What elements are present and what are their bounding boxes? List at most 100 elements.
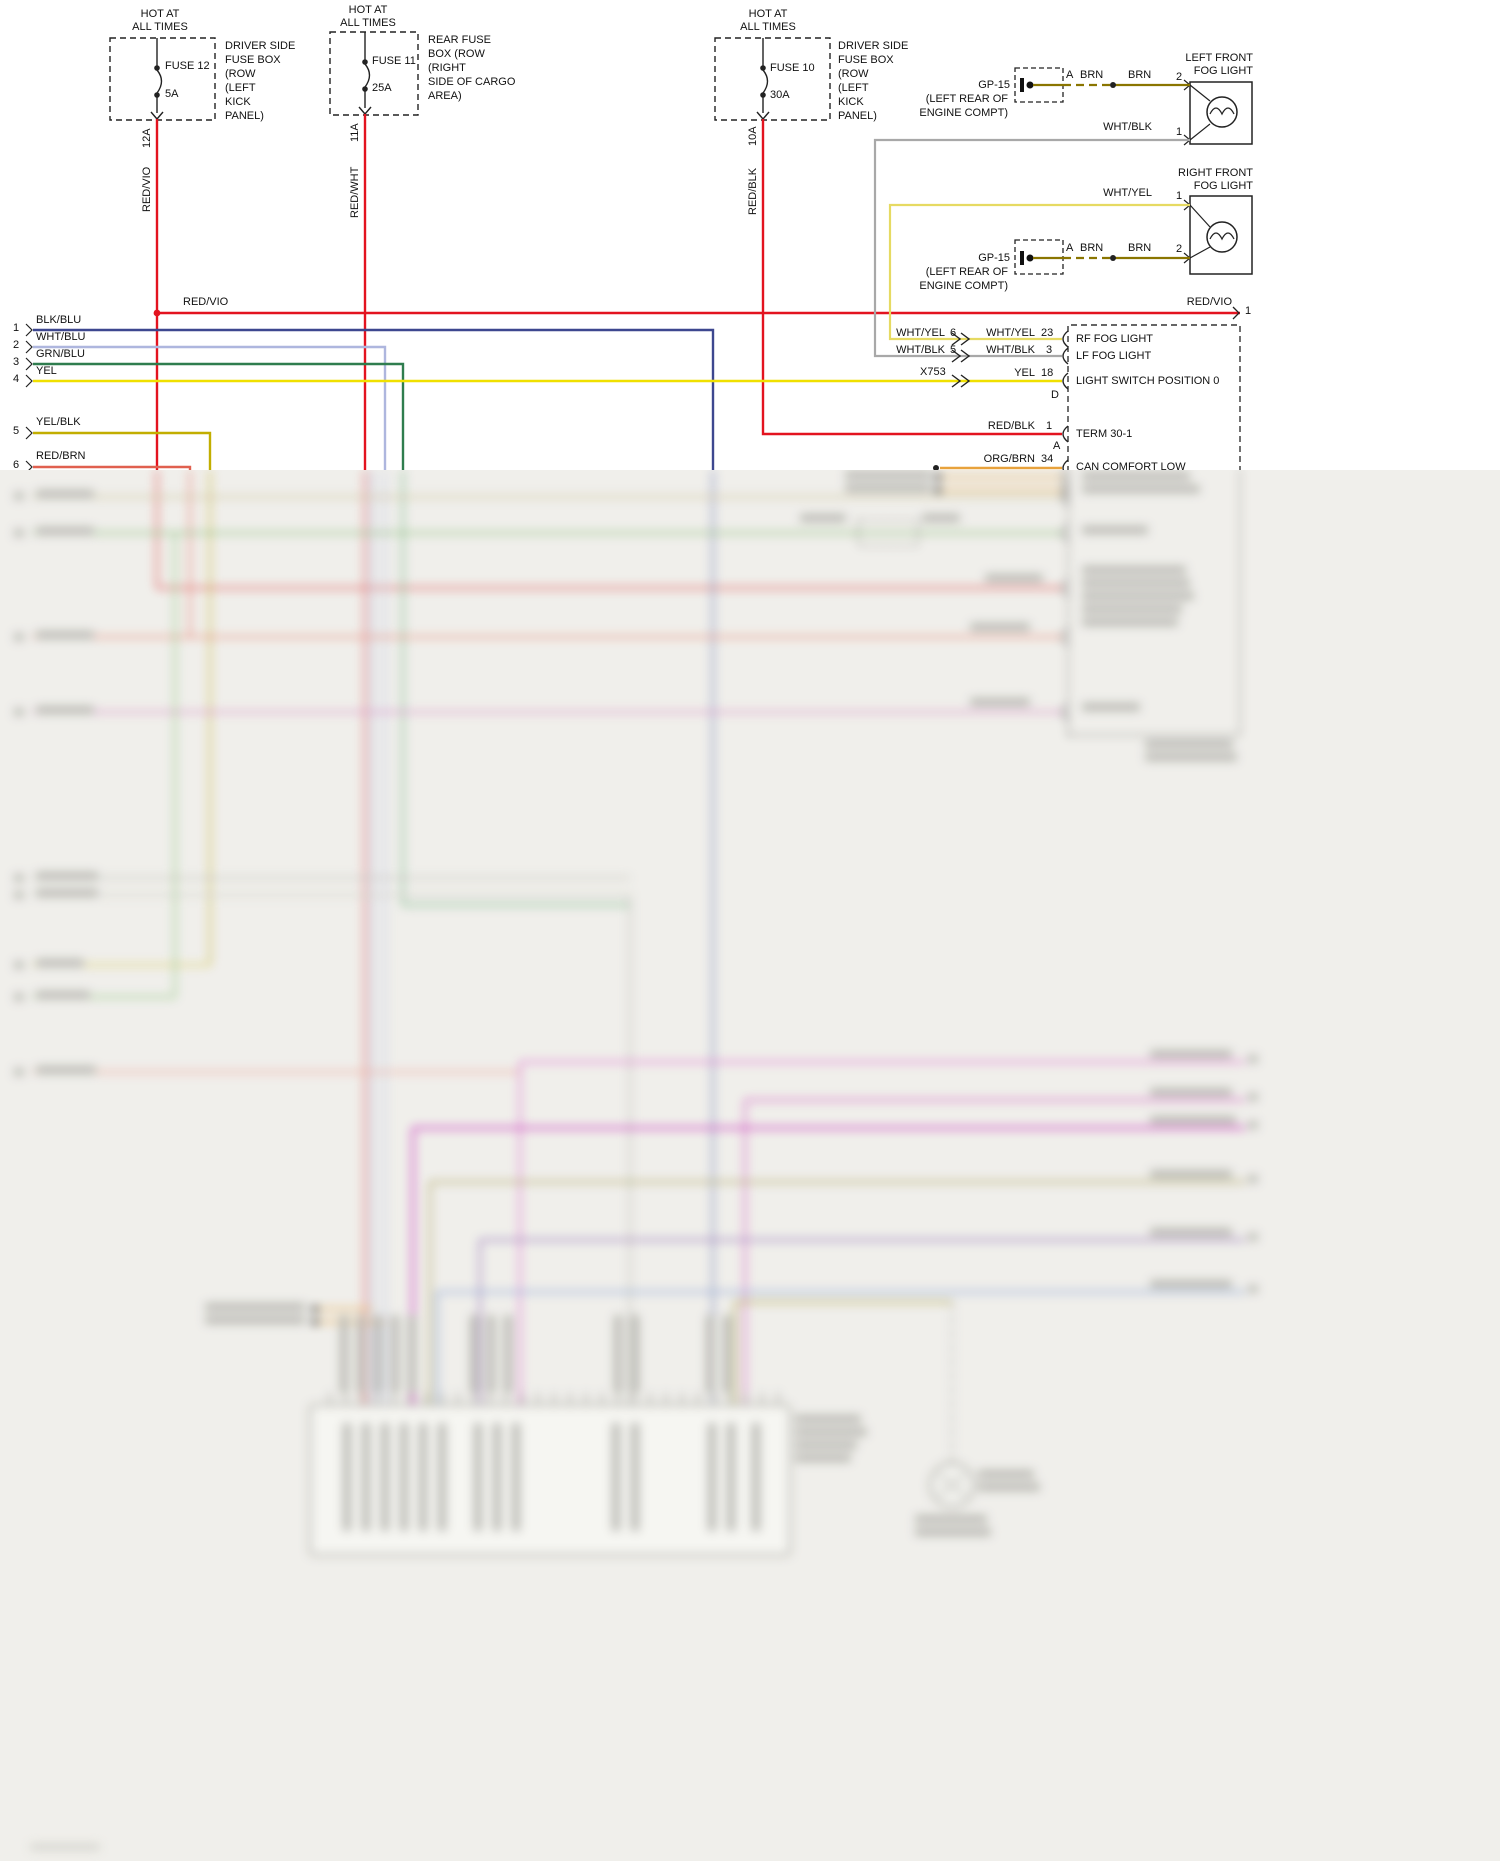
blurred-label-bar bbox=[1082, 485, 1200, 493]
blurred-vertical-label-bar bbox=[752, 1423, 760, 1531]
blurred-label-bar bbox=[845, 471, 931, 479]
fuse11-pin-label: 11A bbox=[349, 123, 361, 142]
blurred-label-bar bbox=[1248, 1233, 1258, 1241]
blurred-label-bar bbox=[970, 698, 1030, 706]
blurred-label-bar bbox=[1082, 566, 1186, 574]
blurred-label-bar bbox=[36, 706, 94, 714]
blurred-diagram-region bbox=[0, 470, 1500, 1861]
right-fog-title-1: RIGHT FRONT bbox=[1178, 167, 1253, 179]
fuse10-desc-line: KICK bbox=[838, 96, 864, 108]
blurred-label-bar bbox=[36, 490, 94, 498]
blurred-label-bar bbox=[795, 1441, 857, 1449]
row-wire-label: YEL/BLK bbox=[36, 416, 81, 428]
brn-splice-dot-upper bbox=[1110, 82, 1116, 88]
connector-section-a: A bbox=[1053, 440, 1061, 452]
row-wire-label: RED/BRN bbox=[36, 450, 86, 462]
row-wire-label: YEL bbox=[36, 365, 57, 377]
blurred-label-bar bbox=[845, 484, 931, 492]
blurred-label-bar bbox=[1082, 526, 1148, 534]
blurred-vertical-label-bar bbox=[612, 1423, 620, 1531]
gp15-lower-loc-2: ENGINE COMPT) bbox=[919, 280, 1008, 292]
pin-wire-label-right: YEL bbox=[1014, 367, 1035, 379]
fuse11-hot-label-2: ALL TIMES bbox=[340, 17, 396, 29]
left-wire-start-chevrons bbox=[25, 323, 33, 474]
blurred-label-bar bbox=[970, 623, 1030, 631]
fuse12-hot-label-1: HOT AT bbox=[140, 8, 180, 20]
blurred-label-bar bbox=[1082, 592, 1194, 600]
fuse12-desc-line: (ROW bbox=[225, 68, 256, 80]
right-front-fog-light-symbol bbox=[1183, 195, 1253, 275]
pin-wire-label-right: WHT/BLK bbox=[986, 344, 1035, 356]
module-connector-pin-arcs bbox=[1062, 330, 1069, 477]
redvio-junction-dot bbox=[153, 309, 161, 317]
blurred-content bbox=[0, 470, 1500, 1861]
pin-wire-label-right: WHT/YEL bbox=[986, 327, 1035, 339]
gp15-upper-pin-label: A bbox=[1066, 69, 1074, 81]
fuse11-desc-line: (RIGHT bbox=[428, 62, 466, 74]
fuse11-name: FUSE 11 bbox=[372, 55, 416, 67]
x753-inline-connector-chevrons bbox=[951, 332, 971, 388]
fuse-11-symbol bbox=[329, 31, 419, 116]
blurred-label-bar bbox=[36, 872, 98, 880]
blurred-vertical-label-bar bbox=[512, 1423, 520, 1531]
fuse-10-symbol bbox=[714, 37, 831, 121]
fuse10-desc-line: DRIVER SIDE bbox=[838, 40, 909, 52]
fuse10-desc-line: (ROW bbox=[838, 68, 869, 80]
blurred-label-bar bbox=[795, 1415, 861, 1423]
blurred-wires bbox=[33, 470, 1245, 1556]
fuse10-desc-line: (LEFT bbox=[838, 82, 869, 94]
row-number: 1 bbox=[13, 322, 20, 334]
blurred-label-bar bbox=[1082, 618, 1178, 626]
fuse11-desc-line: BOX (ROW bbox=[428, 48, 485, 60]
blurred-vertical-label-bar bbox=[438, 1423, 446, 1531]
fuse12-desc-line: KICK bbox=[225, 96, 251, 108]
gp15-upper-loc-1: (LEFT REAR OF bbox=[925, 93, 1008, 105]
fuse10-amps: 30A bbox=[770, 89, 790, 101]
blurred-label-bar bbox=[1150, 1050, 1232, 1058]
blurred-label-bar bbox=[36, 527, 94, 535]
blurred-vertical-label-bar bbox=[474, 1423, 482, 1531]
red-supply-wires bbox=[155, 114, 1240, 472]
redvio-bus-end-chevron bbox=[1232, 306, 1240, 320]
blurred-label-bar bbox=[1248, 1285, 1258, 1293]
blurred-label-bar bbox=[14, 708, 24, 716]
blurred-label-bar bbox=[922, 514, 960, 522]
blurred-vertical-label-bar bbox=[340, 1315, 348, 1393]
blurred-label-bar bbox=[978, 1470, 1034, 1478]
blurred-label-bar bbox=[14, 874, 24, 882]
pin-number-left: 6 bbox=[950, 327, 957, 339]
blurred-label-bar bbox=[36, 631, 94, 639]
pin-function-label: RF FOG LIGHT bbox=[1076, 333, 1153, 345]
gp15-lower-loc-1: (LEFT REAR OF bbox=[925, 266, 1008, 278]
blurred-label-bar bbox=[14, 529, 24, 537]
blurred-vertical-label-bar bbox=[504, 1315, 512, 1393]
fuse11-amps: 25A bbox=[372, 82, 392, 94]
blurred-vertical-label-bar bbox=[493, 1423, 501, 1531]
blurred-label-bar bbox=[795, 1454, 851, 1462]
fuse12-desc-line: FUSE BOX bbox=[225, 54, 281, 66]
blurred-label-bar bbox=[205, 1316, 305, 1324]
pin-number-left: 5 bbox=[950, 344, 957, 356]
blurred-vertical-label-bar bbox=[391, 1315, 399, 1393]
blurred-label-bar bbox=[1145, 753, 1237, 761]
row-number: 6 bbox=[13, 459, 20, 471]
blurred-label-bar bbox=[1150, 1088, 1232, 1096]
fuse11-desc-line: REAR FUSE bbox=[428, 34, 491, 46]
fuse11-desc-line: SIDE OF CARGO bbox=[428, 76, 516, 88]
watermark-bar bbox=[30, 1844, 100, 1850]
row-wire-label: GRN/BLU bbox=[36, 348, 85, 360]
blurred-vertical-label-bar bbox=[708, 1423, 716, 1531]
blurred-label-bar bbox=[1082, 703, 1140, 711]
fuse10-pin-label: 10A bbox=[747, 126, 759, 146]
gp15-upper-name: GP-15 bbox=[978, 79, 1010, 91]
right-fog-pin-bottom: 2 bbox=[1176, 243, 1183, 255]
fuse10-wire-label: RED/BLK bbox=[747, 167, 759, 215]
blurred-label-bar bbox=[800, 514, 846, 522]
pin-number-right: 18 bbox=[1041, 367, 1054, 379]
pin-number-right: 3 bbox=[1046, 344, 1053, 356]
fuse10-desc-line: PANEL) bbox=[838, 110, 877, 122]
fuse-12-symbol bbox=[109, 37, 216, 121]
blurred-label-bar bbox=[14, 891, 24, 899]
blurred-vertical-label-bar bbox=[362, 1423, 370, 1531]
